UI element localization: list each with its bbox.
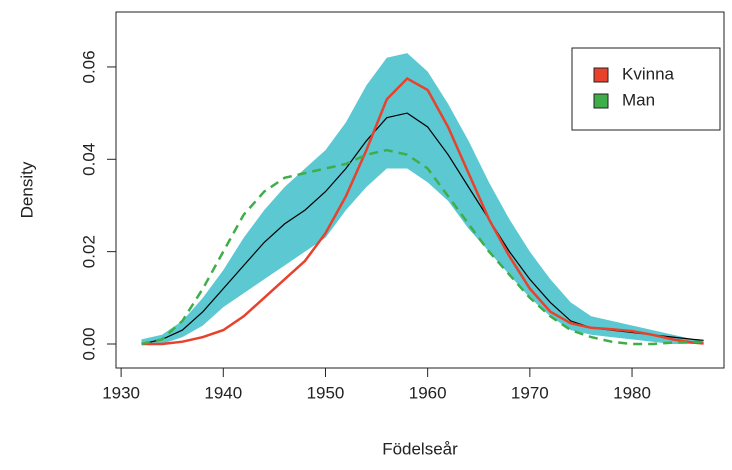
density-line [141,76,704,346]
x-tick-label: 1930 [102,383,140,402]
y-tick-label: 0.02 [79,235,98,268]
legend-label: Kvinna [622,64,675,83]
legend-swatch [593,93,609,109]
y-axis-label: Density [17,161,36,218]
x-tick-label: 1960 [409,383,447,402]
x-axis-label: Födelseår [382,439,458,458]
legend-label: Man [622,90,655,109]
confidence-band [141,53,704,344]
legend-swatch [593,67,609,83]
x-tick-label: 1950 [307,383,345,402]
x-tick-label: 1970 [511,383,549,402]
y-tick-label: 0.04 [79,143,98,176]
y-tick-label: 0.06 [79,50,98,83]
x-tick-label: 1940 [204,383,242,402]
legend-box [571,47,721,131]
density-line [141,148,704,346]
x-tick-label: 1980 [613,383,651,402]
y-tick-label: 0.00 [79,327,98,360]
